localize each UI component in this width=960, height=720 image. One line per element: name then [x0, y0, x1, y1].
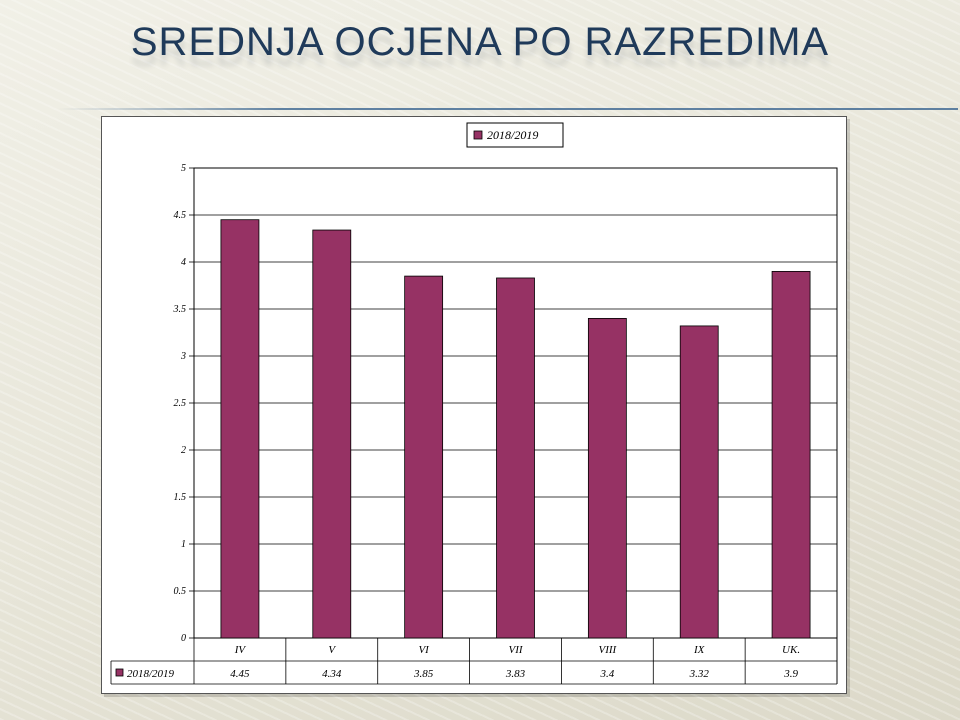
- title-underline: [58, 108, 958, 110]
- y-tick-label: 3: [180, 351, 186, 362]
- table-value: 3.32: [689, 668, 710, 680]
- table-value: 3.85: [413, 668, 434, 680]
- bar: [220, 219, 260, 639]
- y-tick-label: 0: [181, 633, 186, 644]
- bar-chart: 2018/2019 0 0.5 1 1.5 2 2.5 3 3.5 4 4.5 5 IV V VI VII VI…: [110, 122, 838, 685]
- table-value: 4.45: [230, 668, 250, 680]
- x-tick-label: VIII: [598, 644, 617, 656]
- bar: [771, 270, 811, 639]
- bar: [404, 275, 444, 639]
- y-tick-label: 1: [181, 539, 186, 550]
- y-tick-label: 2: [181, 445, 186, 456]
- x-tick-label: VII: [508, 644, 523, 656]
- bar: [312, 229, 352, 639]
- x-tick-label: UK.: [782, 644, 800, 656]
- table-value: 4.34: [322, 668, 342, 680]
- slide-title: SREDNJA OCJENA PO RAZREDIMA: [130, 20, 830, 64]
- y-tick-label: 2.5: [174, 398, 187, 409]
- legend-label: 2018/2019: [487, 128, 538, 142]
- y-tick-label: 1.5: [174, 492, 187, 503]
- table-value: 3.83: [505, 668, 526, 680]
- x-tick-label: VI: [418, 644, 430, 656]
- x-tick-label: IX: [693, 644, 706, 656]
- x-tick-label: V: [328, 644, 336, 656]
- chart-frame: 2018/2019 0 0.5 1 1.5 2 2.5 3 3.5 4 4.5 5 IV V VI VII VI…: [101, 116, 847, 694]
- y-tick-label: 5: [181, 163, 186, 174]
- table-value: 3.9: [783, 668, 798, 680]
- table-value: 3.4: [599, 668, 614, 680]
- y-tick-label: 3.5: [173, 304, 187, 315]
- y-tick-label: 0.5: [174, 586, 187, 597]
- bar: [679, 325, 719, 639]
- table-series-label: 2018/2019: [127, 668, 175, 680]
- bar: [587, 317, 627, 639]
- bar: [496, 277, 535, 639]
- legend-box: [466, 122, 564, 148]
- legend-swatch: [473, 130, 483, 140]
- y-tick-label: 4: [181, 257, 186, 268]
- table-legend-swatch: [115, 668, 124, 677]
- y-tick-label: 4.5: [174, 210, 187, 221]
- x-tick-label: IV: [234, 644, 247, 656]
